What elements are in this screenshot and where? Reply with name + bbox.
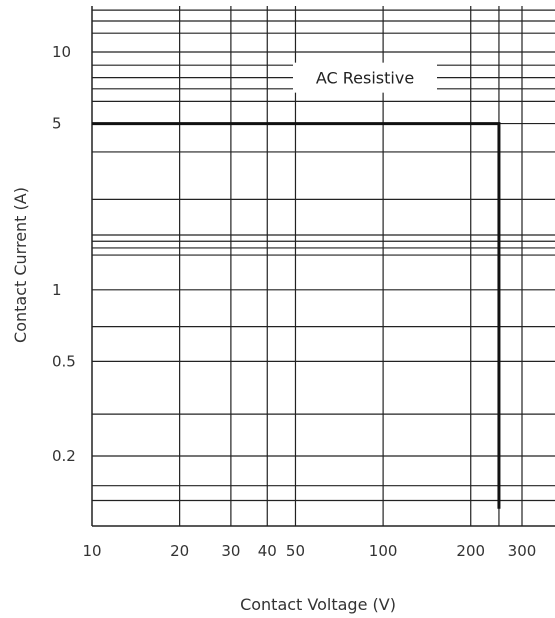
x-tick-label: 50 — [286, 542, 305, 560]
annotation-group: AC Resistive — [293, 62, 437, 93]
series-line — [92, 122, 501, 509]
y-tick-label: 0.5 — [52, 352, 76, 370]
y-axis-label: Contact Current (A) — [11, 187, 30, 343]
series-group — [92, 122, 501, 509]
x-tick-label: 200 — [456, 542, 485, 560]
x-axis-label: Contact Voltage (V) — [240, 595, 396, 614]
x-tick-label: 20 — [170, 542, 189, 560]
y-tick-label: 10 — [52, 43, 71, 61]
x-tick-label: 10 — [82, 542, 101, 560]
axes — [91, 6, 555, 527]
y-tick-label: 5 — [52, 115, 62, 133]
x-tick-labels: 10 20 30 40 50 100 200 300 — [82, 542, 536, 560]
x-tick-label: 300 — [508, 542, 537, 560]
y-tick-label: 1 — [52, 281, 62, 299]
annotation-label: AC Resistive — [316, 69, 414, 88]
y-tick-label: 0.2 — [52, 447, 76, 465]
x-tick-label: 100 — [369, 542, 398, 560]
x-tick-label: 40 — [258, 542, 277, 560]
x-tick-label: 30 — [221, 542, 240, 560]
y-tick-labels: 10 5 1 0.5 0.2 — [52, 43, 76, 465]
annotation-background — [293, 62, 437, 93]
